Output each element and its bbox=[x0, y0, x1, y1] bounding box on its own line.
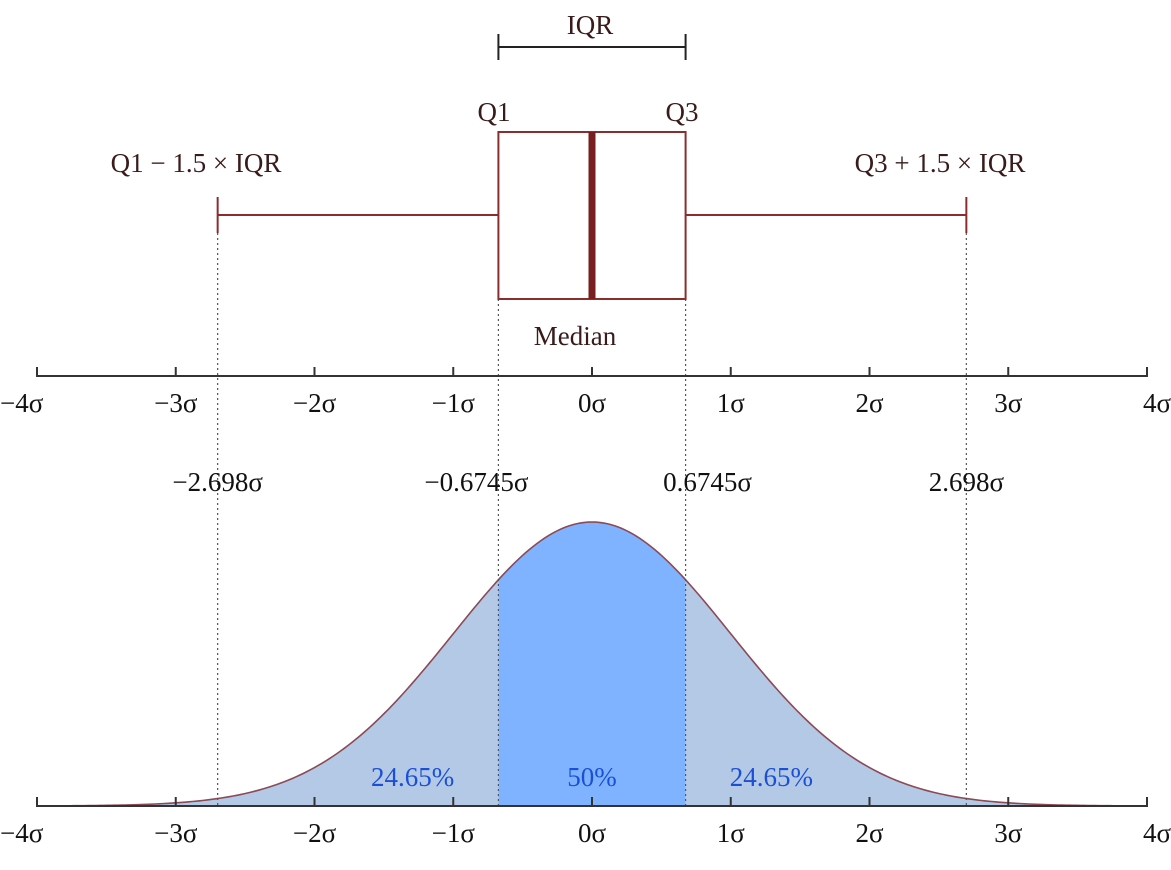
top-axis-tick-label: 1σ bbox=[717, 388, 746, 418]
upper-fence-label: Q3 + 1.5 × IQR bbox=[855, 148, 1026, 178]
region-percentage-label: 24.65% bbox=[730, 762, 813, 792]
tail-area-right bbox=[685, 579, 1147, 806]
normal-distribution bbox=[36, 521, 1148, 807]
sigma-marker-label: −0.6745σ bbox=[424, 467, 528, 497]
tail-area-left bbox=[37, 579, 499, 806]
region-percentage-label: 24.65% bbox=[371, 762, 454, 792]
boxplot: IQR Q1 Q3 Q1 − 1.5 × IQR Q3 + 1.5 × IQR … bbox=[111, 10, 1026, 351]
bottom-axis-tick-label: 2σ bbox=[855, 818, 884, 848]
bottom-axis-tick-label: 3σ bbox=[994, 818, 1023, 848]
bottom-axis-tick-label: −2σ bbox=[293, 818, 337, 848]
bottom-axis-tick-label: −3σ bbox=[154, 818, 198, 848]
bottom-axis-tick-label: −1σ bbox=[432, 818, 476, 848]
q3-label: Q3 bbox=[666, 97, 699, 127]
top-axis-tick-label: −3σ bbox=[154, 388, 198, 418]
sigma-marker-labels: −2.698σ −0.6745σ 0.6745σ 2.698σ bbox=[172, 467, 1004, 497]
top-axis-tick-label: 3σ bbox=[994, 388, 1023, 418]
bottom-axis-tick-label: 1σ bbox=[717, 818, 746, 848]
sigma-marker-label: 0.6745σ bbox=[663, 467, 752, 497]
top-axis-tick-label: −1σ bbox=[432, 388, 476, 418]
top-axis-tick-label: 4σ bbox=[1143, 388, 1171, 418]
bottom-axis-tick-label: −4σ bbox=[0, 818, 44, 848]
sigma-marker-label: −2.698σ bbox=[172, 467, 263, 497]
lower-fence-label: Q1 − 1.5 × IQR bbox=[111, 148, 282, 178]
top-axis-tick-label: −4σ bbox=[0, 388, 44, 418]
region-percentage-label: 50% bbox=[567, 762, 617, 792]
median-label: Median bbox=[534, 321, 617, 351]
top-axis-tick-label: −2σ bbox=[293, 388, 337, 418]
bottom-axis-tick-label: 4σ bbox=[1143, 818, 1171, 848]
bottom-axis: −4σ −3σ −2σ −1σ 0σ 1σ 2σ 3σ 4σ bbox=[0, 797, 1171, 848]
iqr-label: IQR bbox=[567, 10, 614, 40]
top-axis-tick-label: 0σ bbox=[578, 388, 607, 418]
bottom-axis-tick-label: 0σ bbox=[578, 818, 607, 848]
dotted-guides bbox=[217, 233, 967, 806]
top-axis: −4σ −3σ −2σ −1σ 0σ 1σ 2σ 3σ 4σ bbox=[0, 367, 1171, 418]
normal-curve bbox=[36, 521, 1148, 807]
top-axis-tick-label: 2σ bbox=[855, 388, 884, 418]
sigma-marker-label: 2.698σ bbox=[929, 467, 1005, 497]
q1-label: Q1 bbox=[478, 97, 511, 127]
region-percentage-labels: 24.65% 50% 24.65% bbox=[371, 762, 813, 792]
center-area bbox=[498, 522, 686, 806]
